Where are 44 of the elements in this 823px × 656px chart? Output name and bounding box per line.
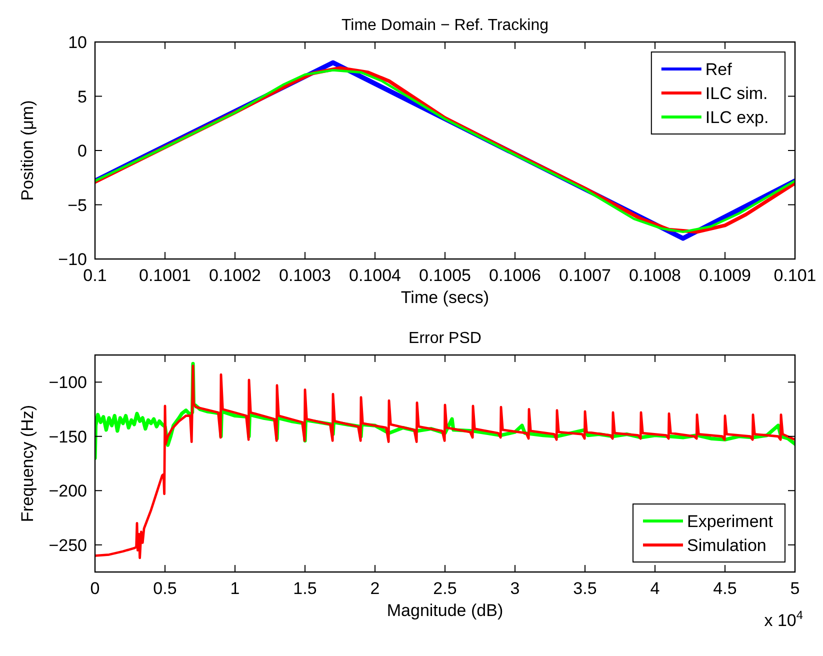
y-tick-label: 10 [68,33,87,52]
y-tick-label: 5 [78,87,87,106]
y-tick-label: 0 [78,142,87,160]
legend-label: ILC sim. [705,84,768,103]
text: x 10$^{4}$ [764,608,804,630]
x-tick-label: 0.1001 [139,266,191,285]
x-axis-title: Magnitude (dB) [386,601,504,620]
x-tick-label: 0.1007 [559,266,611,285]
y-tick-label: −5 [68,196,87,215]
x-tick-label: 4.5 [713,579,737,598]
x-tick-label: 1.5 [293,579,317,598]
x-tick-label: 0.1009 [699,266,751,285]
x-tick-label: 0.1008 [629,266,681,285]
y-axis-title: Position (μm) [18,100,37,201]
y-tick-label: −250 [48,536,87,555]
legend-label: ILC exp. [705,108,769,127]
legend-label: Simulation [687,536,766,555]
x-tick-label: 0.1003 [279,266,331,285]
chart-title: Error PSD [408,330,482,347]
x-tick-label: 5 [790,579,800,598]
x-tick-label: 4 [650,579,660,598]
x-tick-label: 0.101 [774,266,816,285]
y-tick-label: −100 [48,373,87,392]
y-tick-label: −10 [58,250,87,269]
x-tick-label: 0.1006 [489,266,541,285]
y-tick-label: −200 [48,482,87,501]
x-tick-label: 0.5 [153,579,177,598]
x-axis-title: Time (secs) [400,288,490,307]
x-tick-label: 0 [90,579,100,598]
line-series [95,364,795,560]
x-tick-label: 2.5 [433,579,457,598]
y-tick-label: −150 [48,427,87,446]
legend-label: Ref [705,60,732,79]
chart-title: Time Domain − Ref. Tracking [341,17,549,34]
x-tick-label: 0.1 [83,266,107,285]
x-tick-label: 3.5 [573,579,597,598]
x-tick-label: 0.1005 [419,266,471,285]
x-tick-label: 0.1004 [349,266,401,285]
x-tick-label: 3 [510,579,520,598]
y-axis-title: Frequency (Hz) [18,404,37,522]
x-tick-label: 0.1002 [209,266,261,285]
legend-label: Experiment [687,512,774,531]
x-tick-label: 2 [370,579,380,598]
x-tick-label: 1 [230,579,240,598]
